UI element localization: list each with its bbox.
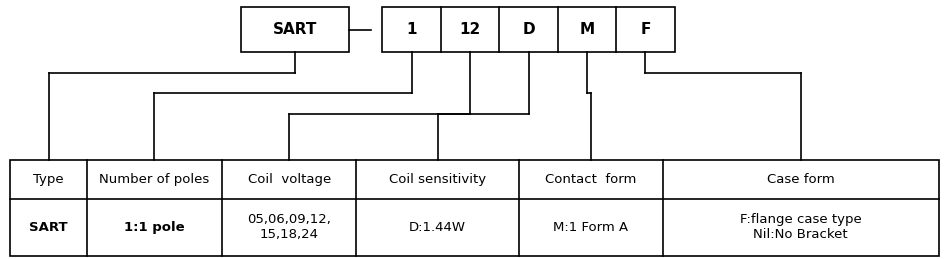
Text: SART: SART (273, 22, 317, 37)
Text: 05,06,09,12,
15,18,24: 05,06,09,12, 15,18,24 (247, 213, 331, 241)
Text: Contact  form: Contact form (546, 173, 636, 186)
Text: D:1.44W: D:1.44W (409, 221, 466, 234)
Text: Case form: Case form (767, 173, 834, 186)
Text: D: D (522, 22, 535, 37)
Text: Coil  voltage: Coil voltage (247, 173, 330, 186)
Text: M: M (580, 22, 595, 37)
Text: SART: SART (29, 221, 68, 234)
FancyBboxPatch shape (10, 160, 938, 256)
Text: Type: Type (33, 173, 64, 186)
Text: F:flange case type
Nil:No Bracket: F:flange case type Nil:No Bracket (740, 213, 862, 241)
Text: 1: 1 (407, 22, 417, 37)
Text: M:1 Form A: M:1 Form A (553, 221, 629, 234)
Text: Coil sensitivity: Coil sensitivity (389, 173, 486, 186)
Text: 12: 12 (460, 22, 480, 37)
Text: 1:1 pole: 1:1 pole (125, 221, 185, 234)
FancyBboxPatch shape (241, 7, 349, 52)
FancyBboxPatch shape (382, 7, 675, 52)
Text: F: F (640, 22, 650, 37)
Text: Number of poles: Number of poles (99, 173, 210, 186)
